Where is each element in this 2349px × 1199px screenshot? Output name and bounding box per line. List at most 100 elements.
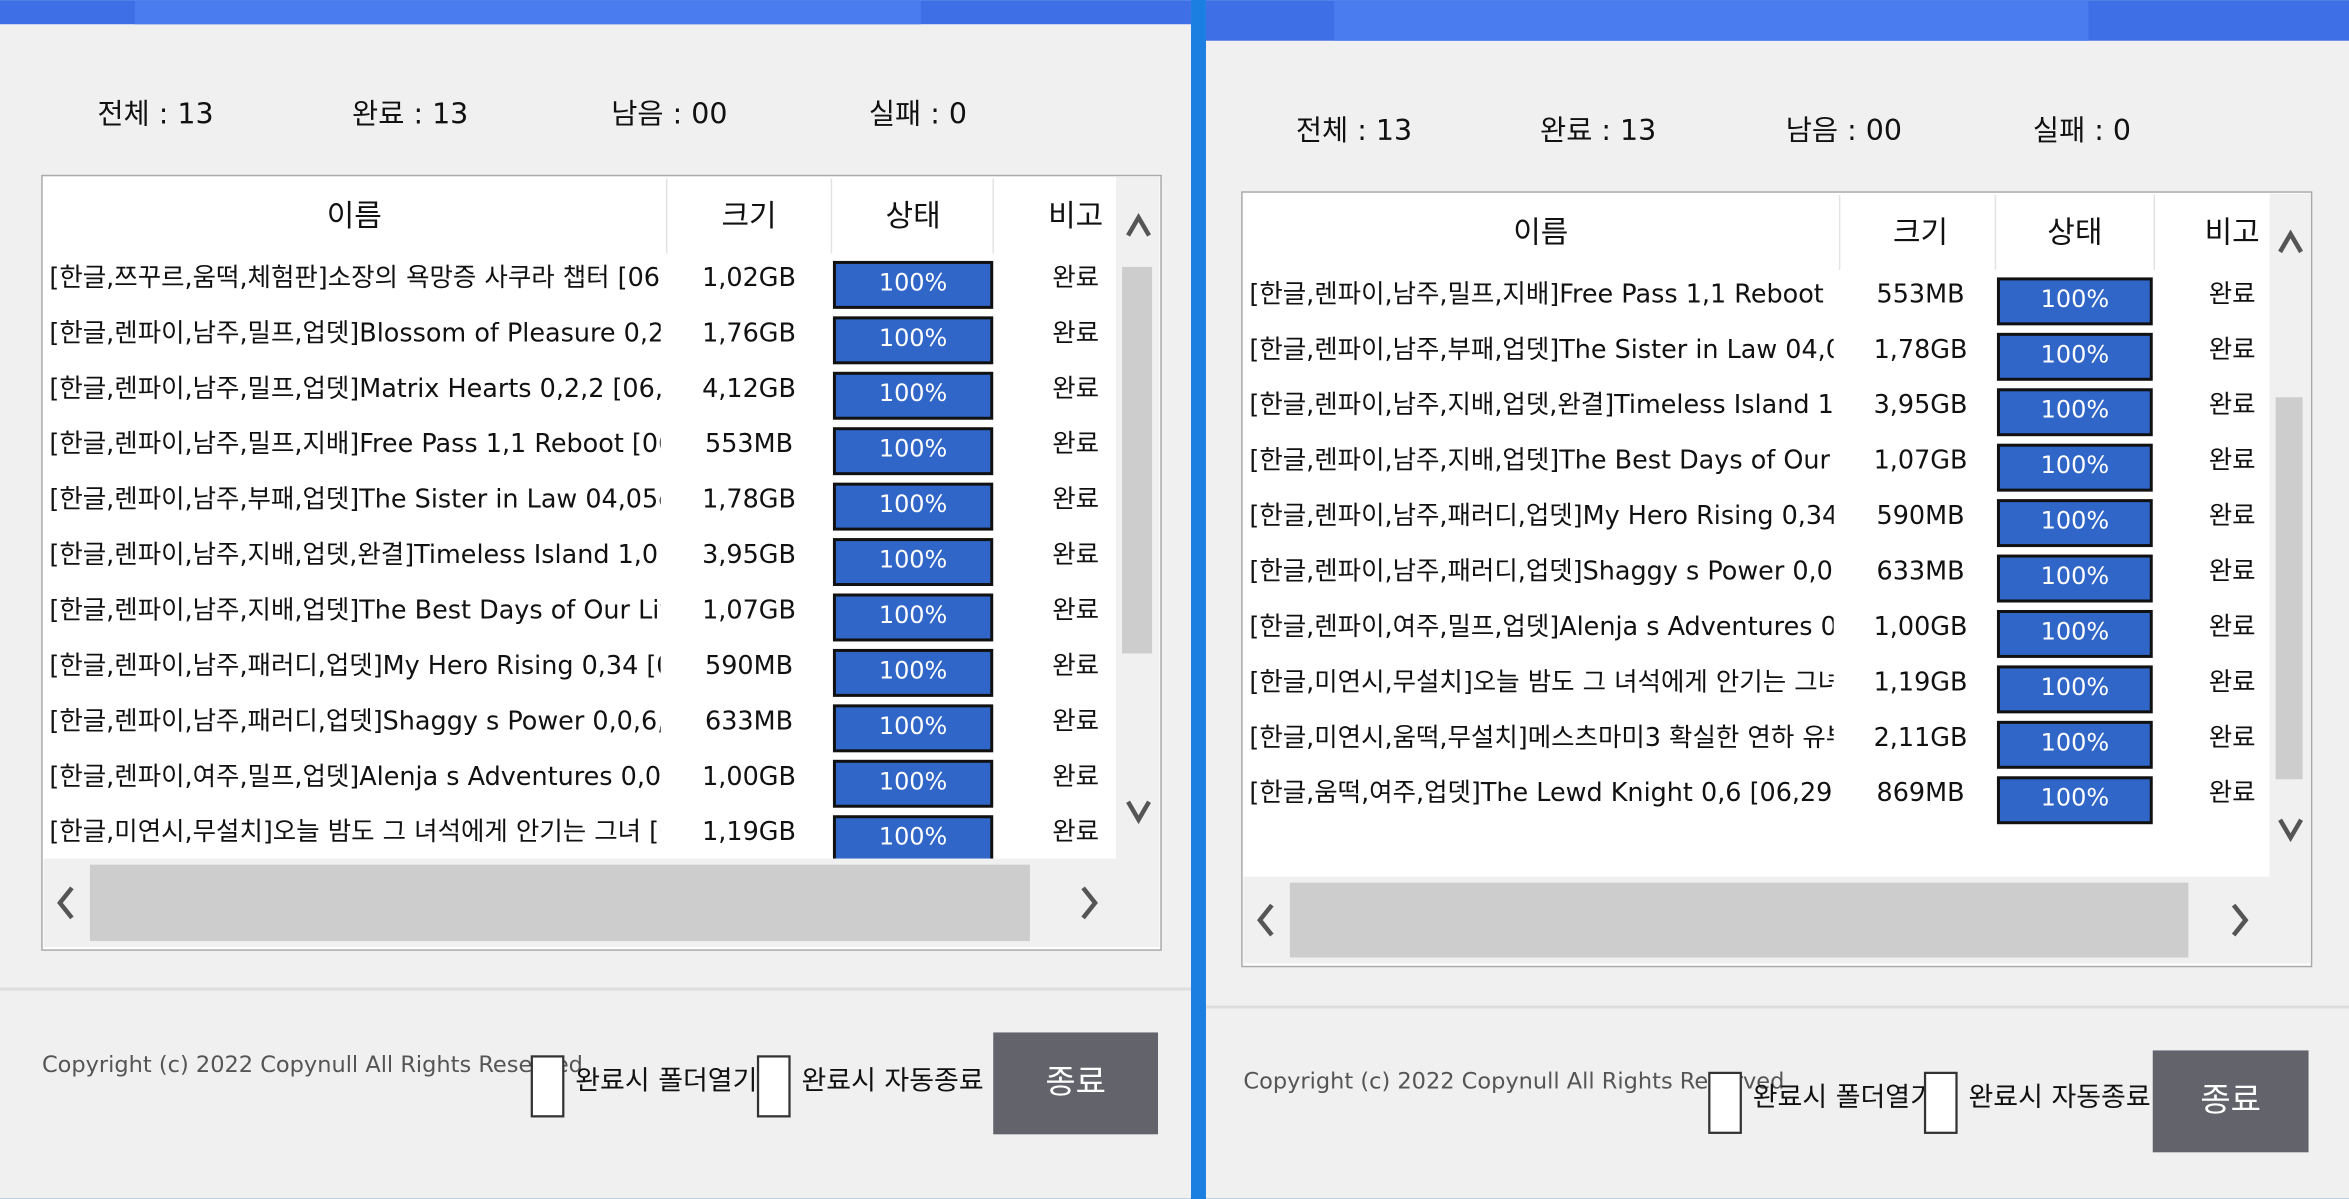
progress-bar (832, 593, 994, 642)
column-header: 이름 (327, 199, 382, 234)
scroll-down[interactable] (1126, 800, 1151, 825)
stat: 완료 : 13 (352, 98, 468, 131)
progress-bar (832, 427, 994, 476)
progress-label: 100% (2041, 784, 2109, 812)
note: 완료 (2209, 501, 2256, 531)
scroll-thumb[interactable] (1122, 266, 1153, 654)
file-name: [한글,렌파이,남주,부패,업뎃]The Sister in Law 04,05… (49, 485, 781, 515)
file-size: 553MB (1877, 279, 1965, 309)
note: 완료 (2209, 723, 2256, 753)
rows: [한글,렌파이,남주,밀프,지배]Free Pass 1,1 Reboot [0… (1249, 277, 2256, 825)
progress-label: 100% (2041, 617, 2109, 645)
note: 완료 (1052, 540, 1099, 570)
note: 완료 (1052, 706, 1099, 736)
scroll-up[interactable] (1126, 213, 1151, 237)
column-header: 비고 (1048, 199, 1103, 234)
progress-label: 100% (2041, 451, 2109, 479)
file-name: [한글,렌파이,남주,밀프,지배]Free Pass 1,1 Reboot [0… (1249, 279, 1953, 309)
column-header: 상태 (886, 199, 941, 234)
scroll-left[interactable] (1257, 903, 1274, 937)
note: 완료 (1052, 318, 1099, 348)
file-size: 1,02GB (702, 263, 796, 293)
note: 완료 (2209, 667, 2256, 697)
progress-label: 100% (2041, 673, 2109, 701)
note: 완료 (2209, 612, 2256, 642)
note: 완료 (1052, 817, 1099, 847)
progress-label: 100% (879, 712, 947, 740)
note: 완료 (2209, 446, 2256, 476)
progress-label: 100% (2041, 396, 2109, 424)
file-size: 1,19GB (702, 817, 796, 847)
rows: [한글,쯔꾸르,움떡,체험판]소장의 욕망증 사쿠라 챕터 [06,29],z1… (49, 260, 1099, 859)
progress-label: 100% (2041, 340, 2109, 368)
scroll-up[interactable] (2278, 229, 2304, 254)
progress-label: 100% (879, 767, 947, 795)
note: 완료 (1052, 651, 1099, 681)
scroll-thumb[interactable] (89, 864, 1030, 942)
file-size: 3,95GB (1874, 390, 1968, 420)
progress-bar (1996, 776, 2153, 825)
file-name: [한글,렌파이,남주,부패,업뎃]The Sister in Law 04,05… (1249, 335, 1981, 365)
file-size: 590MB (705, 651, 793, 681)
progress-label: 100% (2041, 562, 2109, 590)
close-button[interactable] (2152, 1050, 2309, 1153)
progress-bar (832, 704, 994, 753)
file-size: 1,00GB (1874, 612, 1968, 642)
checkbox[interactable] (530, 1055, 565, 1118)
checkbox[interactable] (1708, 1071, 1742, 1134)
progress-label: 100% (879, 546, 947, 574)
stat: 전체 : 13 (1296, 114, 1412, 147)
close-button-label: 종료 (2200, 1080, 2261, 1119)
file-name: [한글,렌파이,남주,밀프,지배]Free Pass 1,1 Reboot [0… (49, 429, 753, 459)
file-name: [한글,렌파이,남주,패러디,업뎃]My Hero Rising 0,34 [0… (1249, 501, 1960, 531)
progress-bar (832, 260, 994, 309)
column-header: 크기 (721, 199, 776, 234)
copyright: Copyright (c) 2022 Copynull All Rights R… (42, 1052, 583, 1078)
progress-bar (1996, 665, 2153, 714)
close-button[interactable] (993, 1032, 1159, 1135)
progress-bar (1996, 277, 2153, 326)
window: 전체 : 13 완료 : 13 남음 : 00 실패 : 0 이름 크기 상태 비고 [한글,렌… (1205, 0, 2349, 1199)
progress-label: 100% (879, 656, 947, 684)
checkbox[interactable] (756, 1055, 791, 1118)
note: 완료 (1052, 263, 1099, 293)
file-size: 633MB (705, 706, 793, 736)
note: 완료 (2209, 778, 2256, 808)
file-size: 1,00GB (702, 762, 796, 792)
progress-bar (1996, 443, 2153, 492)
checkbox-label: 완료시 자동종료 (801, 1065, 983, 1096)
file-name: [한글,미연시,무설치]오늘 밤도 그 녀석에게 안기는 그녀 [06,29 (1249, 667, 1932, 697)
scroll-down[interactable] (2278, 818, 2304, 843)
file-name: [한글,쯔꾸르,움떡,체험판]소장의 욕망증 사쿠라 챕터 [06,29],z (49, 263, 731, 293)
progress-bar (832, 316, 994, 365)
scroll-thumb[interactable] (1289, 882, 2189, 958)
scroll-right[interactable] (1081, 886, 1098, 920)
checkbox[interactable] (1923, 1071, 1958, 1134)
checkbox-label: 완료시 자동종료 (1968, 1082, 2150, 1113)
file-name: [한글,렌파이,남주,지배,업뎃,완결]Timeless Island 1,0 … (49, 540, 758, 570)
scroll-thumb[interactable] (2275, 397, 2303, 780)
column-header: 이름 (1513, 215, 1568, 250)
progress-bar (832, 538, 994, 587)
scroll-right[interactable] (2231, 903, 2249, 937)
stat: 전체 : 13 (97, 98, 213, 131)
progress-bar (832, 759, 994, 808)
file-size: 590MB (1877, 501, 1965, 531)
progress-bar (1996, 554, 2153, 603)
file-name: [한글,렌파이,여주,밀프,업뎃]Alenja s Adventures 0,0… (49, 762, 778, 792)
file-size: 2,11GB (1874, 723, 1968, 753)
column-header: 상태 (2047, 215, 2102, 250)
progress-bar (1996, 388, 2153, 437)
progress-label: 100% (2041, 507, 2109, 535)
progress-bar (1996, 720, 2153, 769)
checkbox-label: 완료시 폴더열기 (575, 1065, 757, 1096)
file-size: 553MB (705, 429, 793, 459)
window: 전체 : 13 완료 : 13 남음 : 00 실패 : 0 이름 크기 상태 비고 [한글,쯔… (0, 0, 1191, 1199)
file-name: [한글,렌파이,남주,지배,업뎃,완결]Timeless Island 1,0 … (1249, 390, 1958, 420)
checkbox-label: 완료시 폴더열기 (1753, 1082, 1935, 1113)
progress-bar (832, 371, 994, 420)
column-header: 비고 (2205, 215, 2260, 250)
scroll-left[interactable] (57, 886, 74, 920)
note: 완료 (1052, 485, 1099, 515)
file-name: [한글,렌파이,남주,패러디,업뎃]My Hero Rising 0,34 [0… (49, 651, 760, 681)
